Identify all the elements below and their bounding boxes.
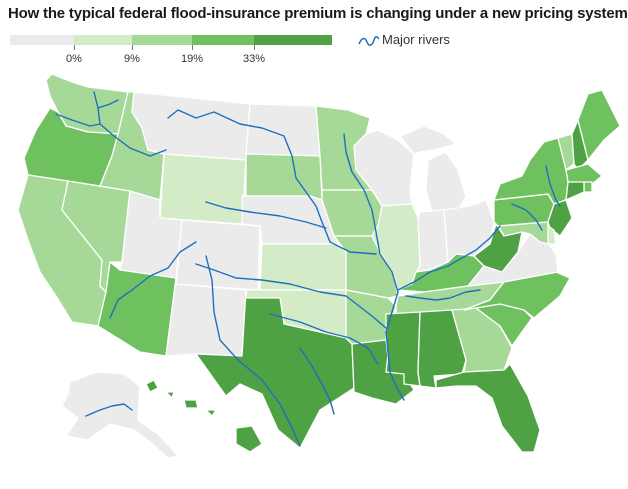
river-snake: [99, 123, 167, 157]
river-hudson: [545, 165, 561, 207]
rivers-layer: [55, 91, 561, 447]
river-mississippi: [343, 133, 405, 401]
state-MD: [497, 221, 549, 245]
legend-tick-mark-3: [254, 45, 255, 50]
state-IN: [415, 209, 449, 273]
legend-swatch-3: [192, 35, 254, 45]
river-rio-grande: [205, 255, 301, 447]
legend-swatch-1: [74, 35, 132, 45]
state-WY: [159, 153, 247, 225]
state-MT: [131, 91, 251, 161]
river-red: [269, 313, 379, 365]
state-KS: [259, 243, 347, 291]
state-ME: [577, 89, 621, 161]
river-platte: [205, 201, 327, 229]
state-FL: [435, 363, 541, 453]
river-yukon: [85, 403, 133, 417]
river-key-icon: [358, 36, 380, 46]
state-CT: [565, 181, 585, 201]
chart-title: How the typical federal flood-insurance …: [8, 5, 628, 22]
state-TX: [195, 289, 355, 449]
legend-tick-1: 9%: [124, 53, 140, 65]
state-NY: [493, 137, 571, 205]
state-NM: [165, 277, 247, 357]
legend-tick-mark-0: [74, 45, 75, 50]
state-ND: [245, 103, 321, 157]
river-arkansas: [195, 263, 387, 329]
river-tennessee: [405, 289, 481, 301]
legend-tick-2: 19%: [180, 53, 204, 65]
legend-tick-3: 33%: [242, 53, 266, 65]
legend-tick-mark-2: [192, 45, 193, 50]
river-key-label: Major rivers: [382, 32, 450, 47]
state-AK: [61, 371, 179, 459]
river-susquehanna: [511, 203, 543, 231]
river-missouri: [167, 109, 377, 255]
state-RI: [583, 181, 593, 193]
state-SD: [245, 153, 323, 201]
river-brazos: [299, 347, 335, 415]
state-HI: [145, 379, 263, 453]
legend: 0% 9% 19% 33% Major rivers: [10, 32, 490, 69]
legend-tick-mark-1: [132, 45, 133, 50]
state-MI: [399, 125, 467, 213]
legend-swatch-0: [10, 35, 74, 45]
river-columbia: [55, 91, 119, 127]
state-MA: [565, 163, 603, 185]
legend-swatch-2: [132, 35, 192, 45]
legend-swatch-4: [254, 35, 332, 45]
river-ohio: [397, 225, 501, 291]
river-colorado: [109, 241, 197, 319]
state-AZ: [97, 261, 177, 357]
legend-tick-0: 0%: [66, 53, 82, 65]
